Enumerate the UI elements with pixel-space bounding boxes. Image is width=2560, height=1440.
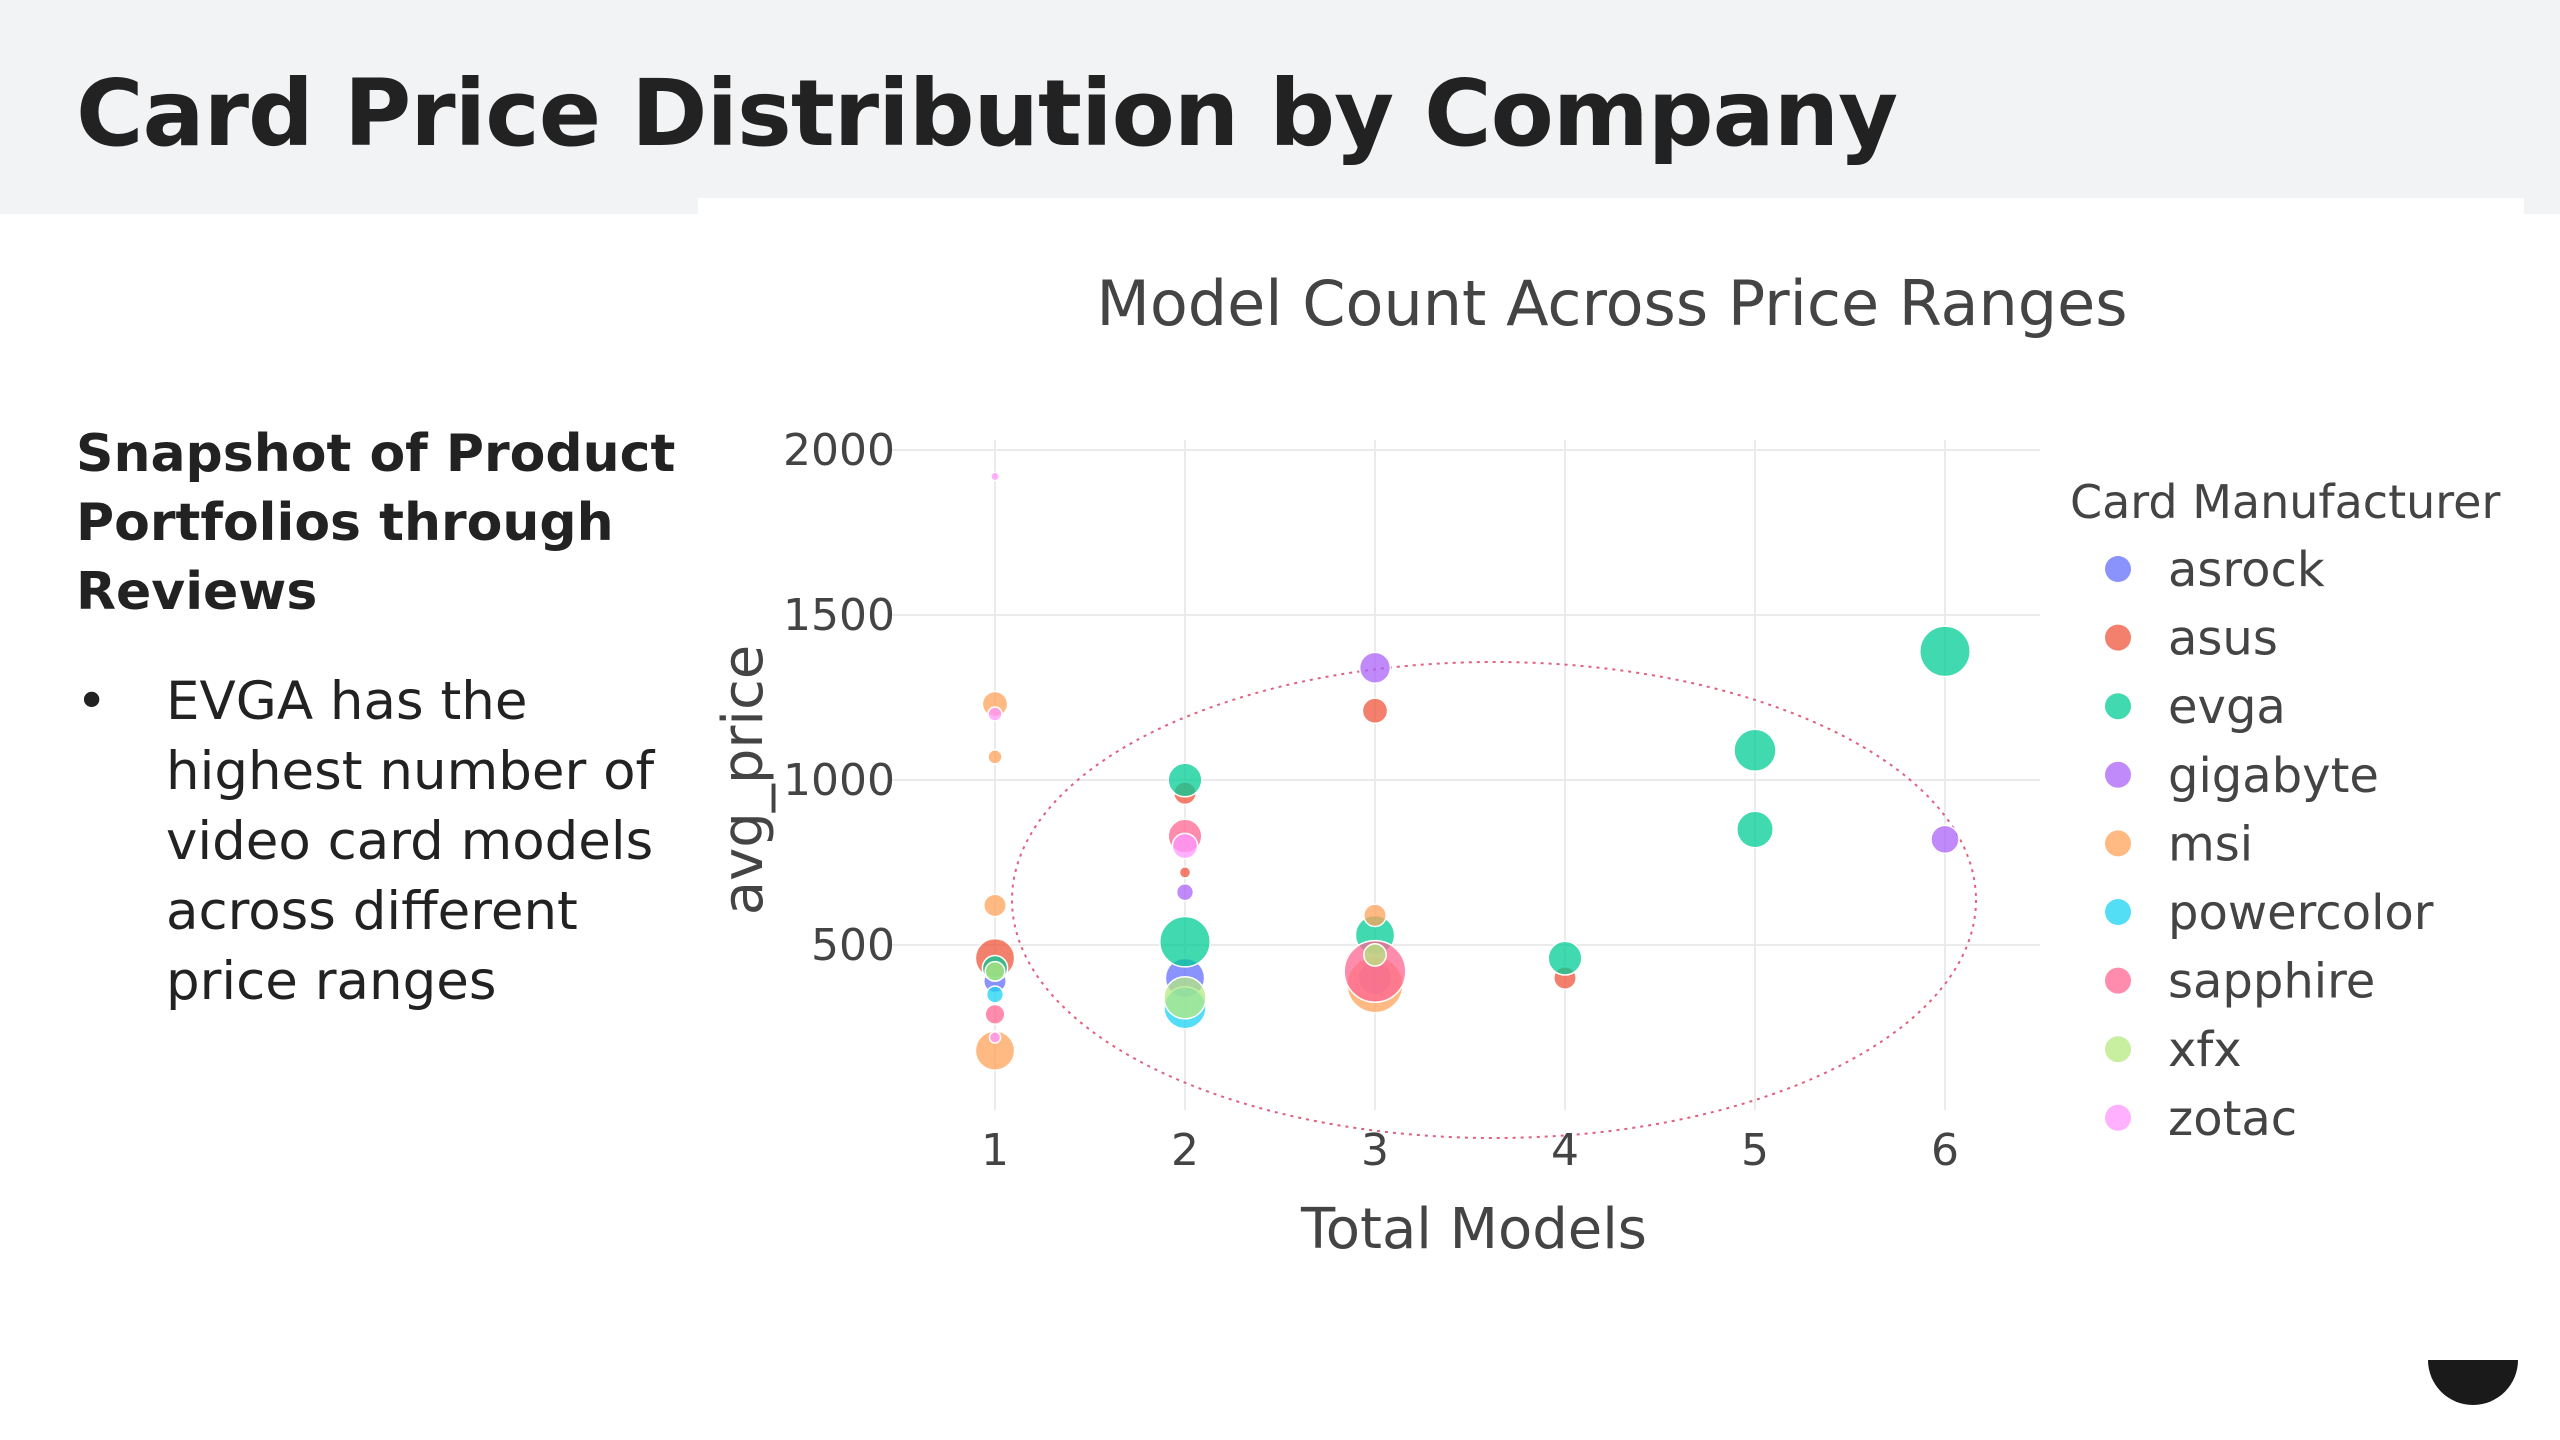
data-point-zotac	[987, 706, 1003, 722]
data-point-evga	[1736, 810, 1774, 849]
legend-marker-powercolor	[2105, 899, 2131, 925]
y-tick-label: 1500	[783, 590, 895, 641]
text-layer: 1 2 3 4 5 6 500 1000 1500 2000 Model Count Across …	[711, 267, 2128, 1262]
legend-marker-zotac	[2105, 1104, 2131, 1131]
chart-title: Model Count Across Price Ranges	[1096, 267, 2127, 340]
legend-label-sapphire: sapphire	[2168, 954, 2375, 1010]
legend-label-gigabyte: gigabyte	[2168, 748, 2379, 804]
x-axis-label: Total Models	[1300, 1197, 1647, 1262]
x-tick-label: 1	[981, 1125, 1009, 1176]
bullet-dot-icon: •	[76, 671, 108, 732]
legend-label-xfx: xfx	[2168, 1022, 2242, 1078]
data-point-asus	[1178, 866, 1192, 879]
data-point-zotac	[988, 1031, 1002, 1044]
legend-title: Card Manufacturer	[2070, 475, 2500, 529]
data-point-powercolor	[985, 985, 1005, 1004]
legend-label-asrock: asrock	[2168, 542, 2325, 598]
data-point-msi	[974, 1030, 1016, 1071]
title-band	[0, 0, 2560, 214]
x-tick-label: 6	[1931, 1125, 1959, 1176]
x-tick-label: 4	[1551, 1125, 1579, 1176]
data-point-evga	[1159, 915, 1211, 968]
legend-marker-msi	[2105, 830, 2131, 857]
data-point-asus	[1361, 697, 1389, 725]
x-tick-label: 2	[1171, 1125, 1199, 1176]
legend-marker-gigabyte	[2105, 761, 2131, 788]
y-tick-label: 2000	[783, 425, 895, 476]
data-point-evga	[1919, 625, 1971, 678]
y-tick-label: 500	[811, 920, 895, 971]
data-point-xfx	[984, 960, 1006, 982]
highlight-ellipse	[1011, 661, 1977, 1139]
point-layer	[974, 471, 1971, 1071]
data-point-msi	[987, 749, 1003, 765]
y-axis-label: avg_price	[711, 645, 776, 915]
data-point-sapphire	[984, 1003, 1006, 1025]
legend-label-powercolor: powercolor	[2168, 885, 2434, 941]
data-point-evga	[1167, 762, 1203, 798]
legend-marker-xfx	[2105, 1036, 2131, 1063]
x-tick-label: 3	[1361, 1125, 1389, 1176]
bullet-list: • EVGA has the highest number of video c…	[76, 667, 676, 1017]
left-text-block: Snapshot of Product Portfolios through R…	[76, 420, 676, 1017]
data-point-sapphire	[1343, 939, 1407, 1003]
legend-marker-sapphire	[2105, 967, 2131, 994]
bullet-text: EVGA has the highest number of video car…	[166, 671, 655, 1012]
legend-marker-asrock	[2105, 556, 2131, 582]
grid-layer	[890, 440, 2040, 1110]
data-point-xfx	[1363, 942, 1387, 967]
legend-marker-asus	[2105, 624, 2131, 651]
legend-label-evga: evga	[2168, 679, 2286, 735]
legend-label-zotac: zotac	[2168, 1091, 2297, 1147]
page-title: Card Price Distribution by Company	[76, 60, 1898, 167]
data-point-gigabyte	[1358, 651, 1392, 684]
data-point-msi	[1363, 903, 1387, 928]
bullet-item: • EVGA has the highest number of video c…	[76, 667, 676, 1017]
data-point-zotac	[990, 471, 1000, 482]
legend-marker-evga	[2105, 693, 2131, 720]
data-point-zotac	[1171, 832, 1199, 860]
legend-label-msi: msi	[2168, 816, 2253, 872]
section-heading: Snapshot of Product Portfolios through R…	[76, 424, 676, 622]
x-tick-label: 5	[1741, 1125, 1769, 1176]
legend-label-asus: asus	[2168, 611, 2278, 667]
data-point-evga	[1547, 940, 1583, 976]
data-point-gigabyte	[1175, 883, 1195, 902]
data-point-evga	[1733, 728, 1777, 773]
data-point-xfx	[1163, 976, 1207, 1020]
y-tick-label: 1000	[783, 755, 895, 806]
data-point-gigabyte	[1930, 824, 1960, 855]
chart-panel	[698, 198, 2524, 1440]
data-point-msi	[983, 893, 1007, 918]
legend-layer: Card Manufacturer asrock asus evga gigabyte m…	[2070, 475, 2500, 1147]
